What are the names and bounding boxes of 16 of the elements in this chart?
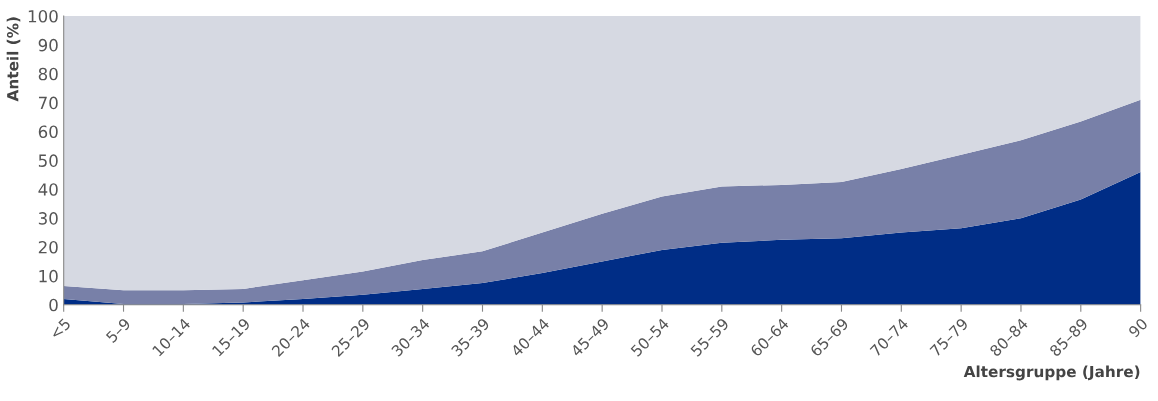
x-tick-label: 5–9 — [105, 317, 132, 344]
y-tick-label: 50 — [38, 154, 58, 167]
y-tick-label: 80 — [38, 67, 58, 81]
y-tick-label: 100 — [28, 10, 58, 23]
x-tick-label: 90 — [1127, 317, 1149, 338]
y-axis-title: Anteil (%) — [6, 17, 21, 102]
y-tick-label: 60 — [38, 125, 58, 139]
y-tick-label: 30 — [38, 212, 58, 225]
y-tick-label: 0 — [49, 298, 58, 312]
x-axis-title: Altersgruppe (Jahre) — [963, 365, 1140, 381]
x-tick-label: <5 — [49, 317, 72, 340]
y-tick-label: 90 — [38, 38, 58, 52]
y-tick-label: 40 — [38, 183, 58, 196]
y-tick-label: 70 — [38, 96, 58, 110]
y-tick-label: 10 — [39, 269, 58, 283]
y-tick-label: 20 — [38, 240, 58, 254]
